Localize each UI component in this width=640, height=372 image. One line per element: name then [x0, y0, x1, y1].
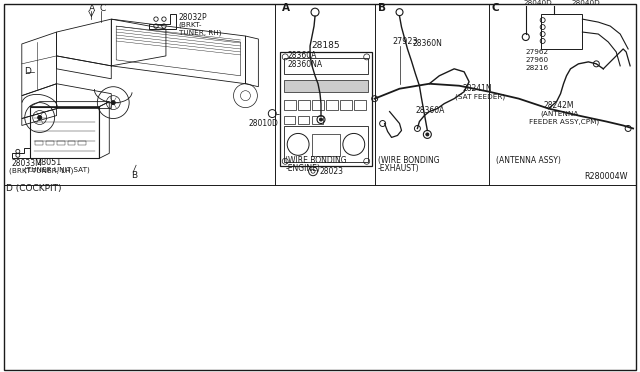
Text: 28051: 28051 — [36, 158, 62, 167]
Text: A: A — [90, 4, 95, 13]
Text: R280004W: R280004W — [585, 172, 628, 181]
Text: D: D — [24, 67, 31, 76]
Text: 28360A: 28360A — [287, 51, 317, 60]
Text: (TUNER UNIT SAT): (TUNER UNIT SAT) — [24, 167, 90, 173]
Bar — [79, 141, 86, 145]
Text: 28241N: 28241N — [462, 84, 492, 93]
Text: A: A — [282, 3, 290, 13]
Bar — [56, 141, 65, 145]
Text: (BRKT-: (BRKT- — [179, 22, 202, 28]
Text: 28023: 28023 — [320, 167, 344, 176]
Bar — [312, 100, 324, 110]
Text: 28360NA: 28360NA — [287, 60, 323, 69]
Text: (SAT FEEDER): (SAT FEEDER) — [455, 93, 506, 100]
Bar — [284, 58, 368, 74]
Bar — [312, 134, 340, 156]
Text: C: C — [492, 3, 500, 13]
Bar — [284, 126, 368, 162]
Bar — [541, 14, 582, 49]
Circle shape — [426, 133, 429, 136]
Text: 28010D: 28010D — [248, 119, 278, 128]
Bar — [298, 100, 310, 110]
Bar — [280, 52, 372, 166]
Text: 28040D: 28040D — [524, 0, 552, 6]
Text: 28216: 28216 — [525, 65, 549, 71]
Circle shape — [111, 101, 115, 105]
Text: B: B — [131, 171, 137, 180]
Text: (WIRE BONDING: (WIRE BONDING — [285, 156, 347, 165]
Bar — [68, 141, 76, 145]
Bar — [45, 141, 54, 145]
Text: 28040D: 28040D — [572, 0, 600, 6]
Text: 28185: 28185 — [312, 41, 340, 51]
Bar — [326, 100, 338, 110]
Text: (ANTENNA ASSY): (ANTENNA ASSY) — [496, 156, 561, 165]
Text: 28032P: 28032P — [179, 13, 207, 22]
Circle shape — [38, 116, 42, 119]
Text: (BRKT-TUNER, LH): (BRKT-TUNER, LH) — [9, 168, 73, 174]
Bar — [354, 100, 365, 110]
Text: (WIRE BONDING: (WIRE BONDING — [378, 156, 439, 165]
Bar — [298, 116, 309, 125]
Bar — [284, 80, 368, 92]
Text: -EXHAUST): -EXHAUST) — [378, 164, 419, 173]
Bar — [340, 100, 352, 110]
Circle shape — [319, 118, 323, 121]
Text: 28242M: 28242M — [543, 101, 574, 110]
Text: 27962: 27962 — [525, 49, 549, 55]
Text: 28360N: 28360N — [412, 39, 442, 48]
Bar — [35, 141, 43, 145]
Text: -ENGINE): -ENGINE) — [285, 164, 320, 173]
Text: C: C — [99, 4, 106, 13]
Text: D (COCKPIT): D (COCKPIT) — [6, 184, 61, 193]
Bar — [284, 100, 296, 110]
Bar — [284, 116, 295, 125]
Text: (ANTENNA: (ANTENNA — [541, 110, 579, 117]
Text: 27923: 27923 — [392, 38, 418, 46]
Bar — [29, 107, 99, 158]
Bar — [312, 116, 323, 125]
Text: 27960: 27960 — [525, 57, 549, 63]
Text: TUNER, RH): TUNER, RH) — [179, 30, 221, 36]
Text: 28033M: 28033M — [12, 159, 43, 168]
Text: B: B — [378, 3, 386, 13]
Text: FEEDER ASSY,CPM): FEEDER ASSY,CPM) — [529, 118, 599, 125]
Text: 28360A: 28360A — [415, 106, 445, 115]
